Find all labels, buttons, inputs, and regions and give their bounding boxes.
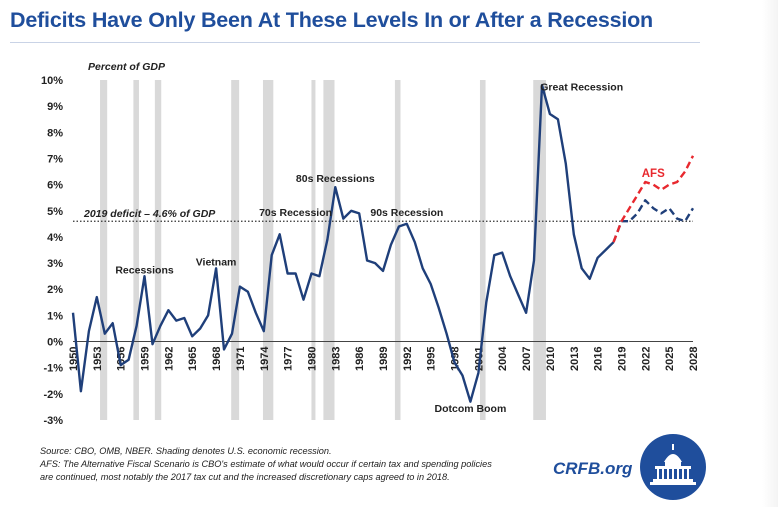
chart-annotation: Great Recession <box>540 81 623 93</box>
annotations-group: Recessions Vietnam 70s Recession 80s Recess… <box>115 81 665 415</box>
reference-line-label: 2019 deficit – 4.6% of GDP <box>83 208 216 220</box>
x-tick-label: 1995 <box>426 347 438 371</box>
y-tick-label: 7% <box>47 153 63 165</box>
capitol-logo-icon <box>640 434 706 500</box>
x-tick-label: 2028 <box>688 347 700 371</box>
footnote: Source: CBO, OMB, NBER. Shading denotes … <box>40 445 570 484</box>
x-tick-label: 1992 <box>402 347 414 371</box>
y-tick-label: -2% <box>43 389 63 401</box>
x-tick-label: 1974 <box>259 346 271 371</box>
title-divider <box>10 42 700 43</box>
x-tick-label: 1968 <box>211 347 223 371</box>
y-tick-label: 6% <box>47 180 63 192</box>
x-tick-label: 2022 <box>640 347 652 371</box>
x-tick-label: 2019 <box>616 347 628 371</box>
capitol-dome-shape <box>650 444 696 485</box>
y-tick-label: 10% <box>41 75 63 87</box>
recession-band <box>133 80 139 420</box>
axes-group: Percent of GDP -3% -2% -1% 0% 1% 2% 3% 4% 5% 6% 7% 8… <box>41 61 700 427</box>
y-tick-label: 1% <box>47 310 63 322</box>
y-axis-label: Percent of GDP <box>88 61 166 73</box>
recession-band <box>154 80 162 420</box>
reference-line-group: 2019 deficit – 4.6% of GDP <box>73 208 693 222</box>
brand-name[interactable]: CRFB.org <box>553 459 633 478</box>
chart-annotation: Vietnam <box>196 257 237 269</box>
y-tick-label: 5% <box>47 206 63 218</box>
x-tick-label: 2025 <box>664 347 676 371</box>
x-tick-label: 1977 <box>283 347 295 371</box>
x-tick-label: 2010 <box>545 347 557 371</box>
x-tick-label: 1989 <box>378 347 390 371</box>
x-tick-label: 1953 <box>92 347 104 371</box>
recession-band <box>479 80 486 420</box>
chart-annotation: 90s Recession <box>370 207 443 219</box>
x-tick-label: 1980 <box>306 347 318 371</box>
x-tick-label: 1983 <box>330 347 342 371</box>
y-tick-label: 0% <box>47 337 63 349</box>
x-tick-label: 1986 <box>354 347 366 371</box>
recession-band <box>533 80 546 420</box>
y-tick-label: 2% <box>47 284 63 296</box>
chart-title: Deficits Have Only Been At These Levels … <box>10 8 653 32</box>
x-tick-label: 2013 <box>569 347 581 371</box>
chart-annotation: Dotcom Boom <box>435 403 507 415</box>
x-tick-label: 1959 <box>140 347 152 371</box>
series-group <box>71 84 695 403</box>
x-tick-label: 2016 <box>593 347 605 371</box>
chart-annotation: AFS <box>642 168 665 180</box>
footnote-afs-line2: are continued, most notably the 2017 tax… <box>40 472 450 482</box>
y-tick-label: -1% <box>43 363 63 375</box>
y-tick-label: 8% <box>47 127 63 139</box>
recession-band <box>311 80 316 420</box>
y-tick-label: 3% <box>47 258 63 270</box>
chart-annotation: 80s Recessions <box>296 173 375 185</box>
chart-annotation: Recessions <box>115 265 174 277</box>
y-tick-label: 4% <box>47 232 63 244</box>
recession-band <box>394 80 401 420</box>
y-tick-label: 9% <box>47 101 63 113</box>
footnote-afs-line1: AFS: The Alternative Fiscal Scenario is … <box>40 459 492 469</box>
recession-band <box>262 80 274 420</box>
footnote-source: Source: CBO, OMB, NBER. Shading denotes … <box>40 446 332 456</box>
chart-annotation: 70s Recession <box>259 207 332 219</box>
recession-band <box>323 80 335 420</box>
x-tick-label: 1965 <box>187 347 199 371</box>
recession-band <box>231 80 240 420</box>
y-tick-label: -3% <box>43 415 63 427</box>
x-tick-label: 2007 <box>521 347 533 371</box>
recession-band <box>100 80 108 420</box>
x-tick-label: 2004 <box>497 346 509 371</box>
recession-shading-group <box>100 80 546 420</box>
historical-deficit-line <box>71 84 615 403</box>
page-edge-shadow <box>762 0 778 507</box>
x-tick-label: 1962 <box>163 347 175 371</box>
baseline-projection-line <box>612 199 695 243</box>
x-tick-label: 1971 <box>235 347 247 371</box>
